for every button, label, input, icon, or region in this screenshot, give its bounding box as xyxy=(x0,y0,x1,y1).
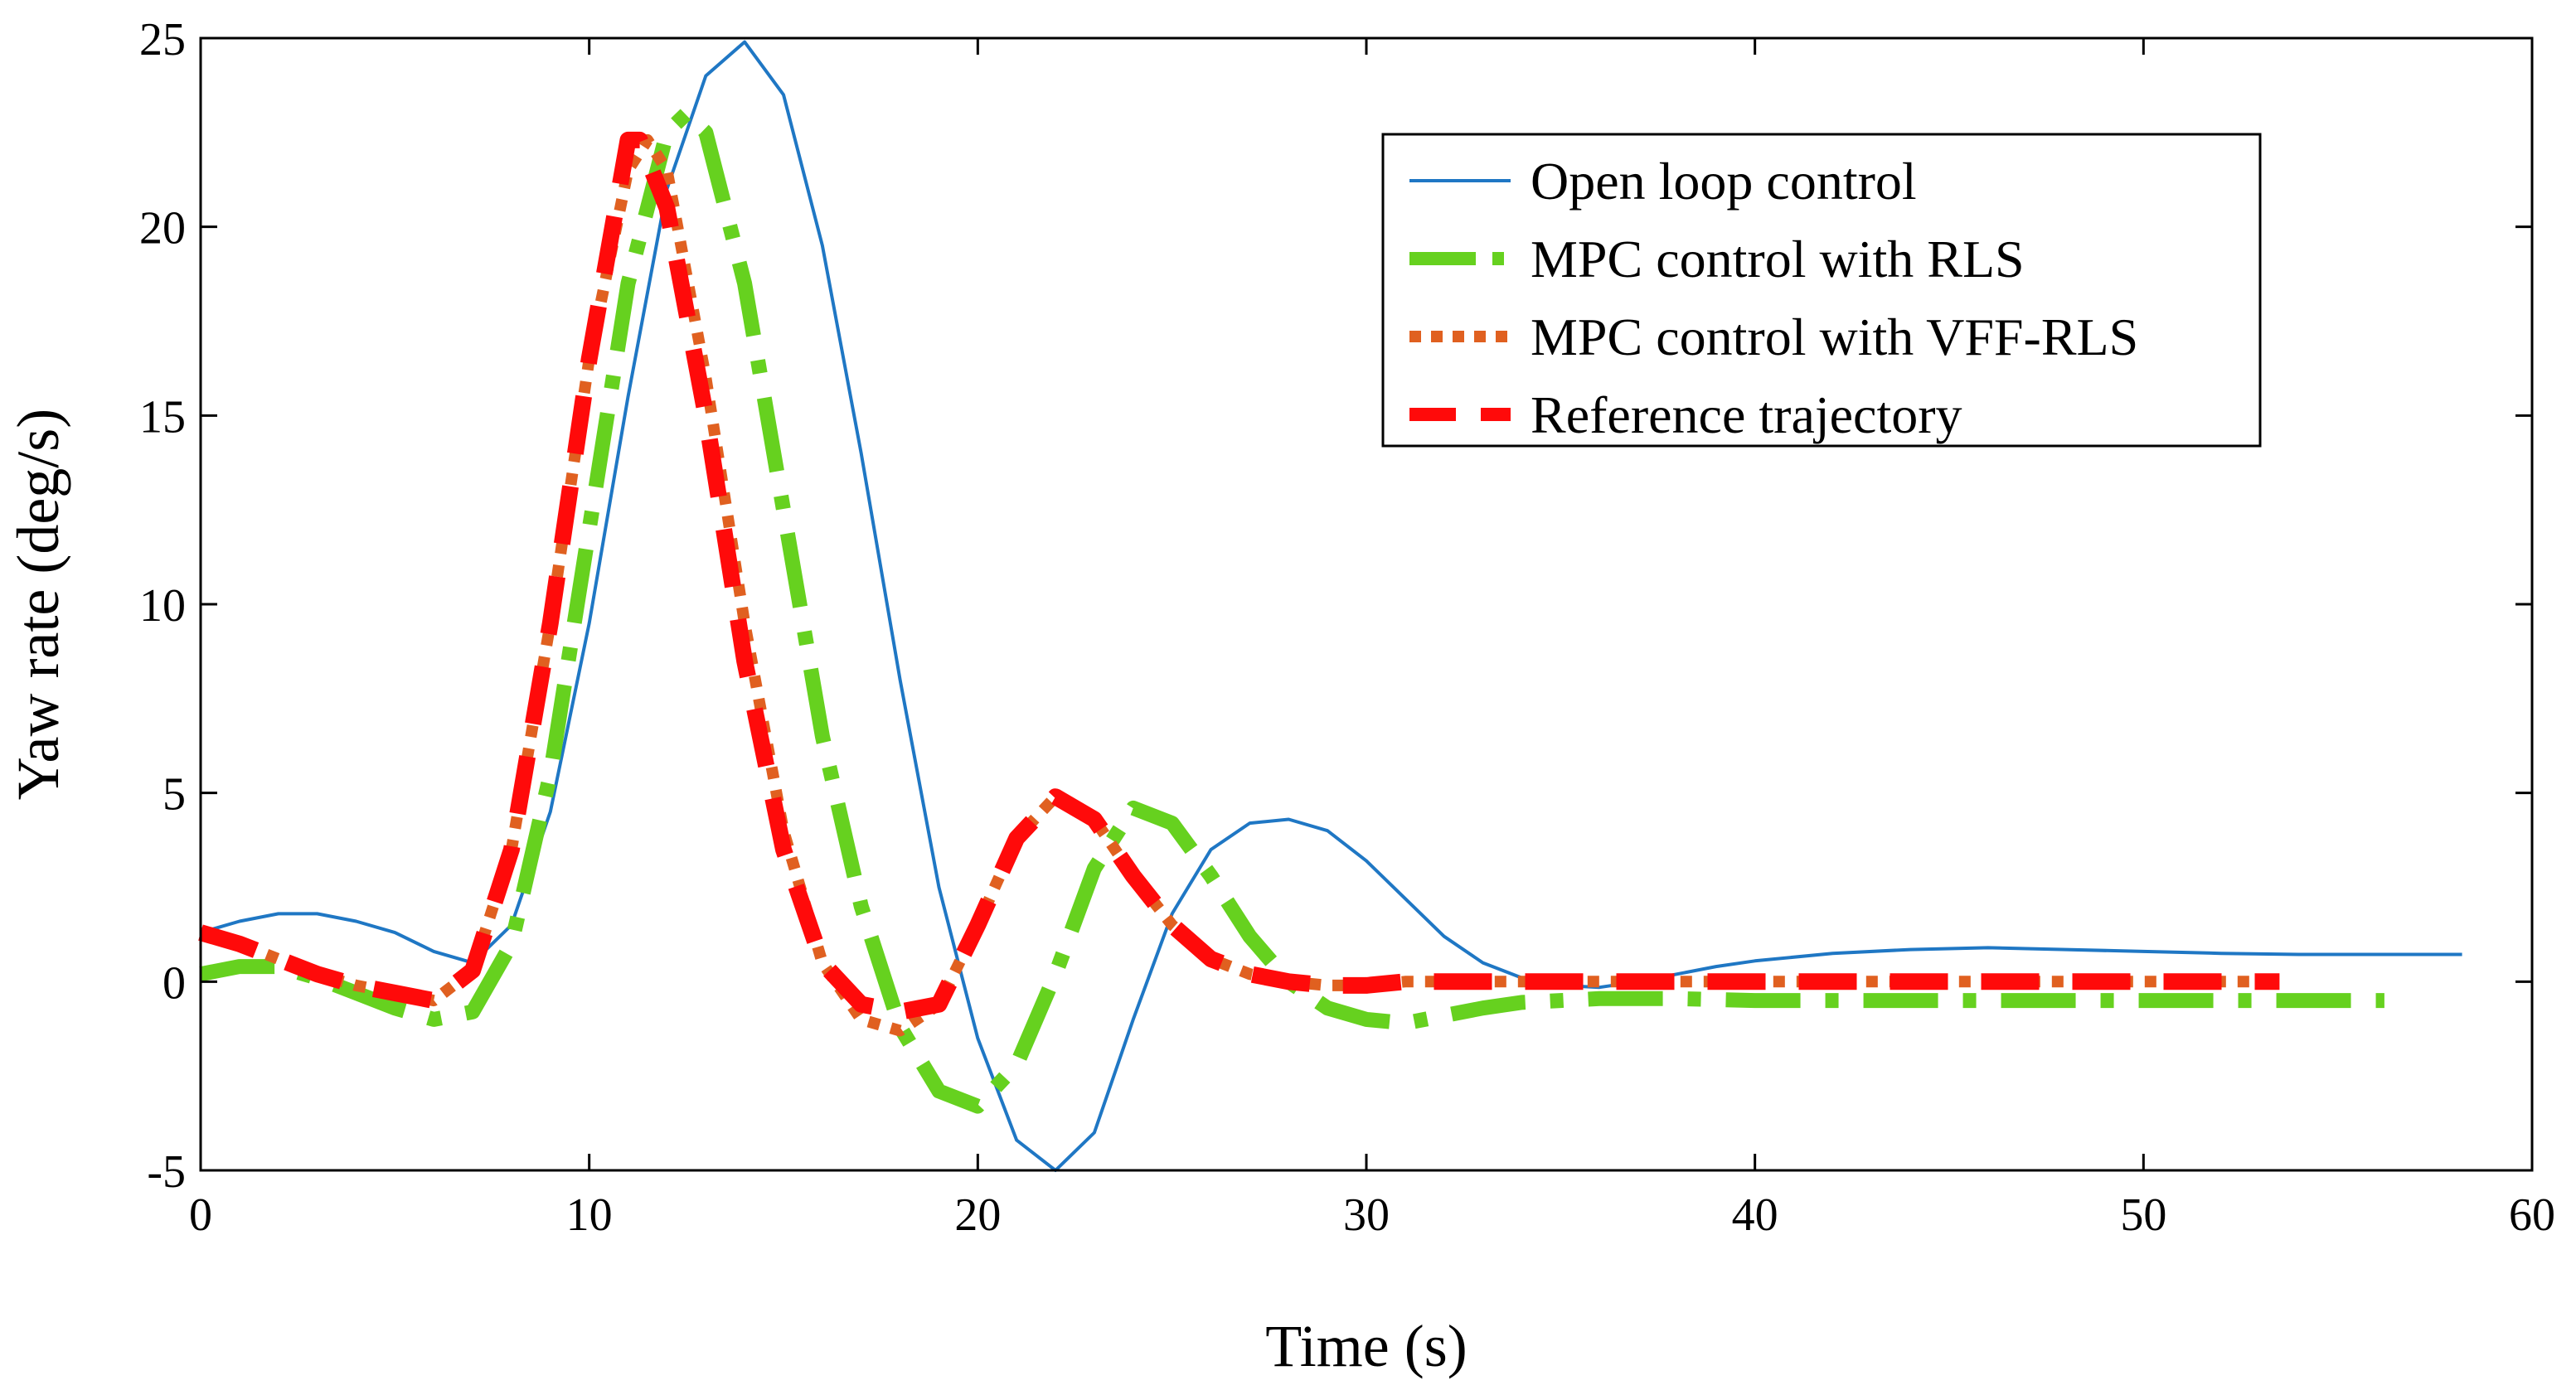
plot-series xyxy=(198,40,2462,1172)
legend-label: MPC control with VFF-RLS xyxy=(1531,308,2138,366)
x-tick-label: 0 xyxy=(189,1189,212,1241)
y-tick-label: 20 xyxy=(139,203,186,254)
legend-label: Reference trajectory xyxy=(1531,385,1962,444)
x-tick-label: 20 xyxy=(954,1189,1001,1241)
x-tick-label: 10 xyxy=(566,1189,613,1241)
series-line-mpc-control-with-rls xyxy=(199,106,2384,1114)
legend-box xyxy=(1381,133,2262,448)
x-axis: 0 10 20 30 40 50 60 xyxy=(189,38,2555,1241)
y-tick-label: 0 xyxy=(163,957,186,1009)
y-tick-label: 25 xyxy=(139,14,186,65)
x-tick-label: 60 xyxy=(2509,1189,2555,1241)
x-tick-label: 50 xyxy=(2120,1189,2166,1241)
series-line-open-loop-control xyxy=(200,40,2462,1172)
legend-label: Open loop control xyxy=(1531,152,1917,211)
legend-items: Open loop control MPC control with RLS MPC… xyxy=(1409,152,2138,444)
x-tick-label: 30 xyxy=(1343,1189,1390,1241)
y-tick-label: 5 xyxy=(163,769,186,821)
x-axis-title: Time (s) xyxy=(1265,1313,1467,1379)
y-axis: -5 0 5 10 15 20 25 xyxy=(139,14,2532,1198)
legend: Open loop control MPC control with RLS MPC… xyxy=(1381,133,2262,448)
y-tick-label: 10 xyxy=(139,580,186,632)
y-axis-title: Yaw rate (deg/s) xyxy=(5,409,71,801)
y-tick-label: 15 xyxy=(139,391,186,443)
legend-label: MPC control with RLS xyxy=(1531,230,2025,288)
series-line-reference-trajectory xyxy=(198,131,2280,1020)
y-tick-label: -5 xyxy=(147,1146,186,1198)
x-tick-label: 40 xyxy=(1732,1189,1778,1241)
